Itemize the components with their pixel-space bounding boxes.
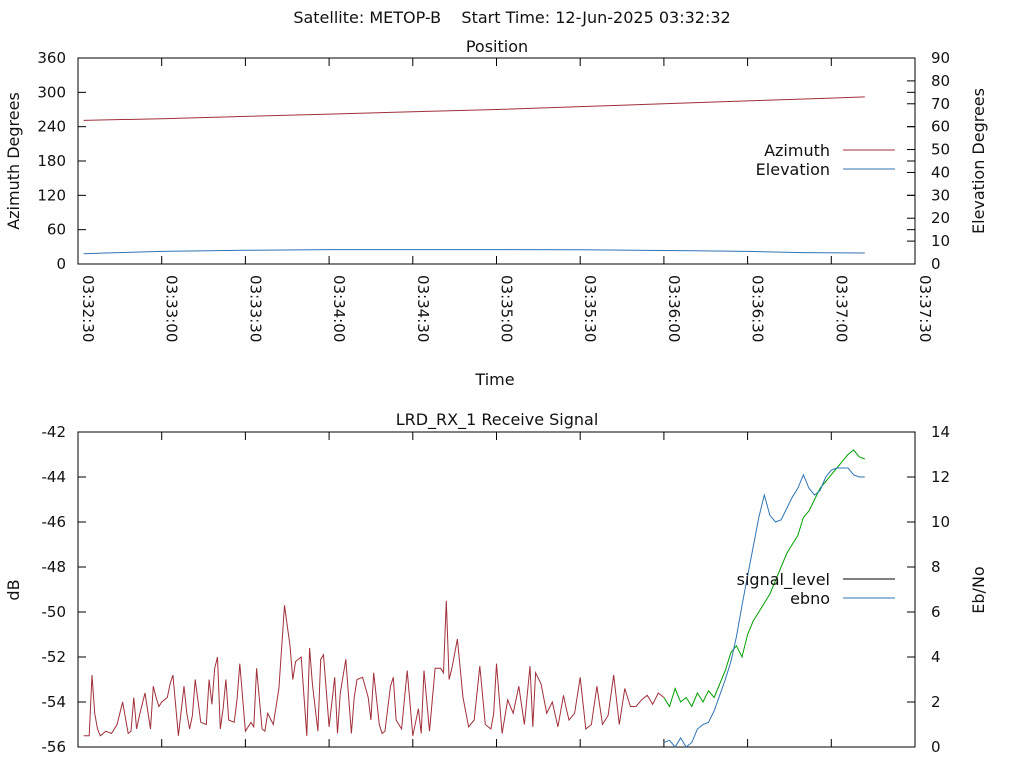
- time-tick-label: 03:34:00: [330, 275, 348, 342]
- left-tick-label: 300: [37, 83, 66, 101]
- legend-label-ebno: ebno: [790, 589, 830, 608]
- position-chart: Position 0 60 120 180 240 300 360 0 10 20 30 40 50 6…: [4, 37, 988, 389]
- right-tick-label: 10: [931, 232, 950, 250]
- time-tick-label: 03:33:00: [163, 275, 181, 342]
- series-elevation-line: [83, 249, 865, 255]
- time-tick-label: 03:35:00: [498, 275, 516, 342]
- left-tick-label: 180: [37, 152, 66, 170]
- series-signal-level-line-segment-1: [83, 600, 665, 737]
- position-legend: Azimuth Elevation: [756, 141, 895, 179]
- right-tick-label: 0: [931, 738, 941, 756]
- series-azimuth-line: [83, 96, 865, 121]
- left-tick-label: 240: [37, 118, 66, 136]
- time-tick-label: 03:34:30: [414, 275, 432, 342]
- right-tick-label: 40: [931, 163, 950, 181]
- right-tick-label: 2: [931, 693, 941, 711]
- receive-signal-left-axis-label: dB: [4, 579, 23, 600]
- receive-signal-left-axis: -56 -54 -52 -50 -48 -46 -44 -42: [42, 423, 915, 756]
- left-tick-label: -56: [42, 738, 67, 756]
- time-tick-label: 03:37:30: [916, 275, 934, 342]
- receive-signal-time-axis: [77, 432, 916, 747]
- figure-title: Satellite: METOP-B Start Time: 12-Jun-20…: [293, 8, 730, 27]
- receive-signal-legend: signal_level ebno: [737, 570, 895, 608]
- time-tick-label: 03:35:30: [581, 275, 599, 342]
- right-tick-label: 30: [931, 186, 950, 204]
- legend-label-azimuth: Azimuth: [764, 141, 830, 160]
- left-tick-label: -46: [42, 513, 67, 531]
- time-tick-label: 03:36:30: [749, 275, 767, 342]
- receive-signal-chart-title: LRD_RX_1 Receive Signal: [396, 410, 599, 430]
- left-tick-label: 120: [37, 186, 66, 204]
- position-left-axis-label: Azimuth Degrees: [4, 92, 23, 230]
- right-tick-label: 8: [931, 558, 941, 576]
- left-tick-label: -42: [42, 423, 67, 441]
- right-tick-label: 12: [931, 468, 950, 486]
- right-tick-label: 4: [931, 648, 941, 666]
- position-time-axis: 03:32:30 03:33:00 03:33:30 03:34:00 03:34:30…: [77, 58, 934, 342]
- right-tick-label: 10: [931, 513, 950, 531]
- left-tick-label: -48: [42, 558, 67, 576]
- right-tick-label: 80: [931, 72, 950, 90]
- time-tick-label: 03:36:00: [665, 275, 683, 342]
- right-tick-label: 70: [931, 95, 950, 113]
- left-tick-label: 60: [47, 221, 66, 239]
- right-tick-label: 0: [931, 255, 941, 273]
- series-signal-level-line-segment-2: [663, 449, 865, 708]
- time-tick-label: 03:32:30: [79, 275, 97, 342]
- time-tick-label: 03:33:30: [246, 275, 264, 342]
- position-left-axis: 0 60 120 180 240 300 360: [37, 49, 915, 273]
- right-tick-label: 6: [931, 603, 941, 621]
- receive-signal-chart: LRD_RX_1 Receive Signal -56-54-52-50-48-…: [4, 410, 988, 756]
- left-tick-label: -54: [42, 693, 67, 711]
- time-tick-label: 03:37:00: [832, 275, 850, 342]
- left-tick-label: -44: [42, 468, 67, 486]
- position-right-axis-label: Elevation Degrees: [969, 88, 988, 234]
- right-tick-label: 60: [931, 118, 950, 136]
- right-tick-label: 20: [931, 209, 950, 227]
- right-tick-label: 14: [931, 423, 950, 441]
- series-ebno-line: [663, 467, 865, 748]
- position-series: [83, 96, 865, 255]
- left-tick-label: -50: [42, 603, 67, 621]
- position-x-axis-label: Time: [474, 370, 514, 389]
- left-tick-label: 360: [37, 49, 66, 67]
- legend-label-elevation: Elevation: [756, 160, 830, 179]
- left-tick-label: 0: [56, 255, 66, 273]
- position-chart-title: Position: [466, 37, 528, 56]
- receive-signal-right-axis-label: Eb/No: [969, 566, 988, 613]
- receive-signal-series: [83, 449, 865, 748]
- right-tick-label: 50: [931, 141, 950, 159]
- right-tick-label: 90: [931, 49, 950, 67]
- left-tick-label: -52: [42, 648, 67, 666]
- receive-signal-right-axis: 0 2 4 6 8 10 12 14: [907, 423, 950, 756]
- position-right-axis: 0 10 20 30 40 50 60 70 80 90: [907, 49, 950, 273]
- legend-label-signal-level: signal_level: [737, 570, 830, 590]
